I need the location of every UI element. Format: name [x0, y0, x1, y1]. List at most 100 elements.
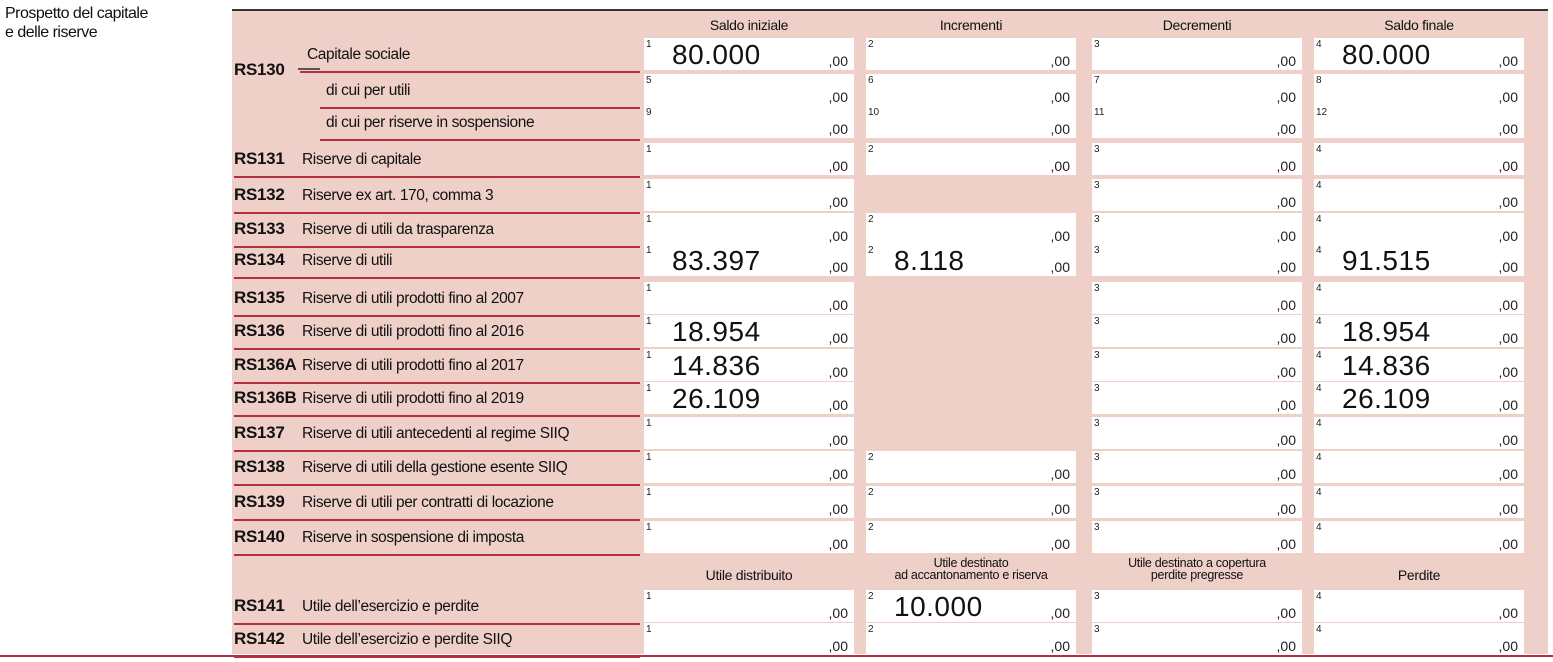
field-rs142-1[interactable]: 1,00	[644, 623, 854, 655]
field-rs139-1[interactable]: 1,00	[644, 486, 854, 518]
field-rs135-3[interactable]: 3,00	[1092, 282, 1302, 314]
field-rs138-2[interactable]: 2,00	[866, 451, 1076, 483]
row-code: RS132	[234, 185, 285, 204]
field-rs131-3[interactable]: 3,00	[1092, 143, 1302, 175]
field-rs130-4[interactable]: 4 80.000 ,00	[1314, 38, 1524, 70]
field-number: 1	[646, 591, 652, 602]
field-rs139-2[interactable]: 2,00	[866, 486, 1076, 518]
row-code: RS136B	[234, 388, 297, 407]
row-code: RS136	[234, 321, 285, 340]
field-rs136b-3[interactable]: 3,00	[1092, 382, 1302, 414]
field-rs130-3[interactable]: 3,00	[1092, 38, 1302, 70]
field-cents: ,00	[1498, 364, 1518, 380]
top-rule	[232, 9, 1548, 11]
field-cents: ,00	[1498, 638, 1518, 654]
field-rs137-4[interactable]: 4,00	[1314, 417, 1524, 449]
field-number: 2	[868, 214, 874, 225]
row-description: Riserve di utili prodotti fino al 2019	[302, 390, 524, 407]
field-rs130-10[interactable]: 10,00	[866, 106, 1076, 138]
field-rs132-3[interactable]: 3,00	[1092, 179, 1302, 211]
field-rs136-3[interactable]: 3,00	[1092, 315, 1302, 347]
row-code: RS138	[234, 457, 285, 476]
field-number: 4	[1316, 350, 1322, 361]
field-rs136-1[interactable]: 1 18.954 ,00	[644, 315, 854, 347]
field-rs130-11[interactable]: 11,00	[1092, 106, 1302, 138]
field-cents: ,00	[828, 605, 848, 621]
field-rs138-1[interactable]: 1,00	[644, 451, 854, 483]
field-cents: ,00	[1498, 330, 1518, 346]
field-cents: ,00	[828, 158, 848, 174]
field-rs142-4[interactable]: 4,00	[1314, 623, 1524, 655]
field-cents: ,00	[828, 297, 848, 313]
field-rs135-1[interactable]: 1,00	[644, 282, 854, 314]
field-rs130-9[interactable]: 9,00	[644, 106, 854, 138]
field-cents: ,00	[828, 228, 848, 244]
field-rs134-4[interactable]: 4 91.515 ,00	[1314, 244, 1524, 276]
field-rs136a-3[interactable]: 3,00	[1092, 349, 1302, 381]
field-rs131-2[interactable]: 2,00	[866, 143, 1076, 175]
field-rs141-2[interactable]: 2 10.000 ,00	[866, 590, 1076, 622]
field-rs133-2[interactable]: 2,00	[866, 213, 1076, 245]
field-rs132-4[interactable]: 4,00	[1314, 179, 1524, 211]
field-number: 3	[1094, 144, 1100, 155]
field-rs140-4[interactable]: 4,00	[1314, 521, 1524, 553]
field-value: 8.118	[894, 245, 965, 276]
row-underline	[234, 484, 640, 486]
row-description: Riserve in sospensione di imposta	[302, 529, 525, 546]
field-number: 2	[868, 591, 874, 602]
field-number: 4	[1316, 591, 1322, 602]
field-rs141-3[interactable]: 3,00	[1092, 590, 1302, 622]
field-rs136a-1[interactable]: 1 14.836 ,00	[644, 349, 854, 381]
field-rs140-2[interactable]: 2,00	[866, 521, 1076, 553]
field-rs130-2[interactable]: 2,00	[866, 38, 1076, 70]
field-rs141-4[interactable]: 4,00	[1314, 590, 1524, 622]
field-rs139-4[interactable]: 4,00	[1314, 486, 1524, 518]
field-rs138-3[interactable]: 3,00	[1092, 451, 1302, 483]
field-rs142-2[interactable]: 2,00	[866, 623, 1076, 655]
field-number: 2	[868, 452, 874, 463]
field-rs140-1[interactable]: 1,00	[644, 521, 854, 553]
field-rs131-4[interactable]: 4,00	[1314, 143, 1524, 175]
field-rs142-3[interactable]: 3,00	[1092, 623, 1302, 655]
field-rs136a-4[interactable]: 4 14.836 ,00	[1314, 349, 1524, 381]
field-rs130-7[interactable]: 7,00	[1092, 74, 1302, 106]
field-rs134-1[interactable]: 1 83.397 ,00	[644, 244, 854, 276]
field-rs141-1[interactable]: 1,00	[644, 590, 854, 622]
field-rs133-3[interactable]: 3,00	[1092, 213, 1302, 245]
field-rs133-4[interactable]: 4,00	[1314, 213, 1524, 245]
field-cents: ,00	[828, 53, 848, 69]
header-decrementi: Decrementi	[1162, 17, 1232, 33]
field-rs130-1[interactable]: 1 80.000 ,00	[644, 38, 854, 70]
field-rs130-12[interactable]: 12,00	[1314, 106, 1524, 138]
field-rs137-3[interactable]: 3,00	[1092, 417, 1302, 449]
field-rs130-5[interactable]: 5,00	[644, 74, 854, 106]
field-number: 4	[1316, 624, 1322, 635]
field-rs138-4[interactable]: 4,00	[1314, 451, 1524, 483]
row-description: Riserve di capitale	[302, 151, 422, 168]
field-rs137-1[interactable]: 1,00	[644, 417, 854, 449]
field-rs134-3[interactable]: 3,00	[1092, 244, 1302, 276]
field-rs130-6[interactable]: 6,00	[866, 74, 1076, 106]
field-rs140-3[interactable]: 3,00	[1092, 521, 1302, 553]
field-number: 1	[646, 283, 652, 294]
field-rs139-3[interactable]: 3,00	[1092, 486, 1302, 518]
field-rs135-4[interactable]: 4,00	[1314, 282, 1524, 314]
field-cents: ,00	[1050, 501, 1070, 517]
field-rs136b-1[interactable]: 1 26.109 ,00	[644, 382, 854, 414]
field-cents: ,00	[1498, 121, 1518, 137]
field-number: 5	[646, 75, 652, 86]
field-number: 3	[1094, 316, 1100, 327]
field-cents: ,00	[828, 536, 848, 552]
field-rs134-2[interactable]: 2 8.118 ,00	[866, 244, 1076, 276]
field-rs131-1[interactable]: 1,00	[644, 143, 854, 175]
field-rs136-4[interactable]: 4 18.954 ,00	[1314, 315, 1524, 347]
field-number: 3	[1094, 591, 1100, 602]
field-rs130-8[interactable]: 8,00	[1314, 74, 1524, 106]
field-number: 3	[1094, 522, 1100, 533]
header-utile-accantonamento: Utile destinato ad accantonamento e rise…	[858, 557, 1084, 582]
field-value: 14.836	[1342, 350, 1431, 381]
field-rs133-1[interactable]: 1,00	[644, 213, 854, 245]
field-rs132-1[interactable]: 1,00	[644, 179, 854, 211]
field-value: 18.954	[1342, 316, 1431, 347]
field-rs136b-4[interactable]: 4 26.109 ,00	[1314, 382, 1524, 414]
